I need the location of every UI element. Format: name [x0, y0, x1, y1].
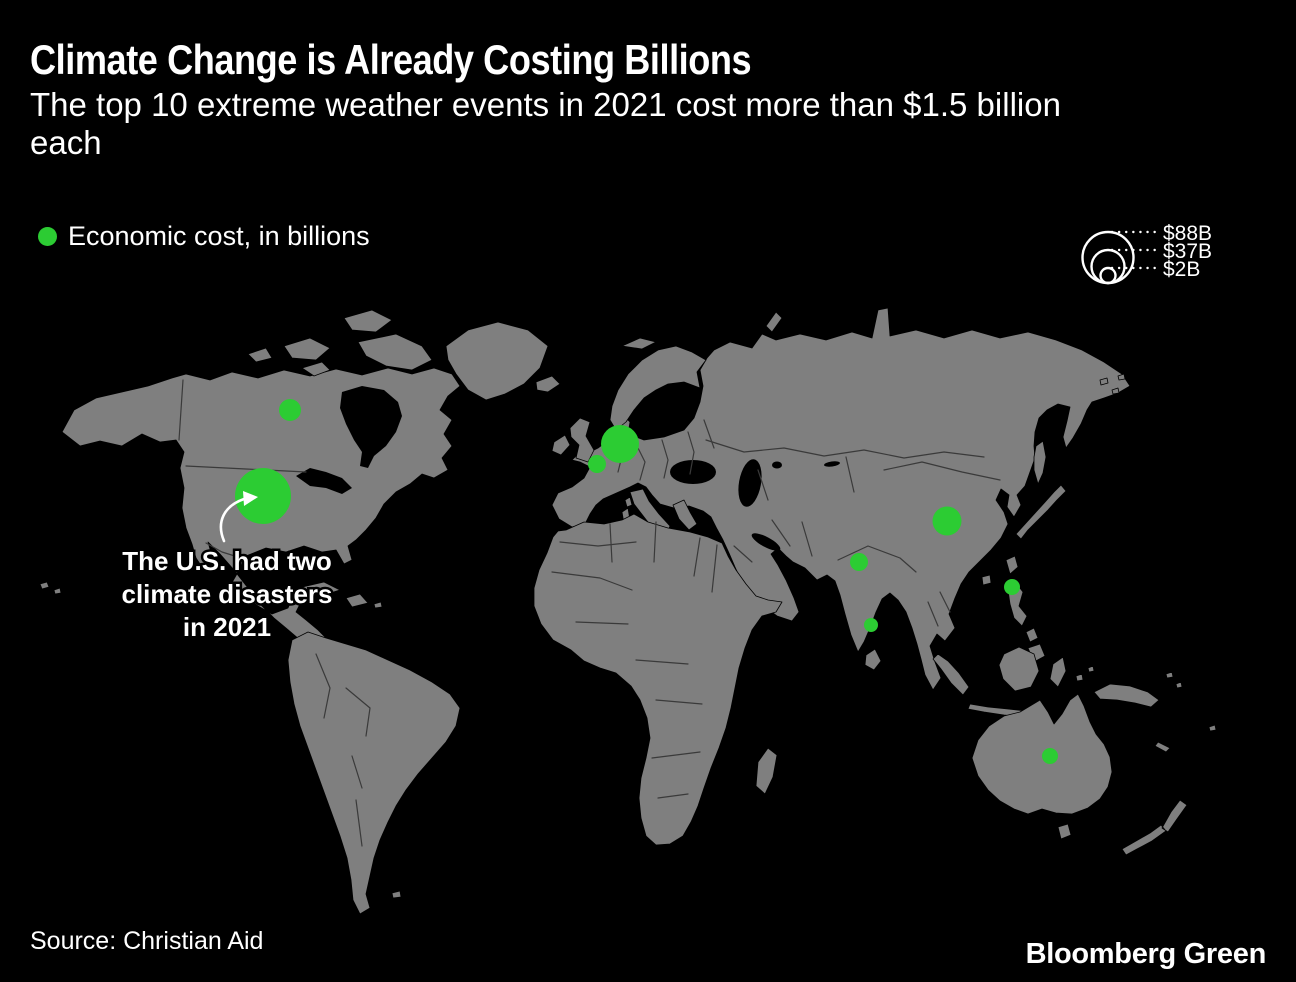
annotation: The U.S. had two climate disasters in 20…	[119, 491, 335, 645]
white-sea	[682, 385, 694, 397]
annotation-arrowhead-icon	[243, 491, 258, 506]
annotation-line2: climate disasters	[121, 579, 332, 609]
brand-logo: Bloomberg Green	[1025, 938, 1267, 970]
annotation-arrow-icon	[219, 497, 246, 543]
size-legend-label-2b: $2B	[1163, 258, 1200, 281]
bubble-australia	[1042, 748, 1058, 764]
size-legend-circle-88b	[1081, 230, 1135, 285]
continents	[39, 307, 1217, 915]
map-sri-lanka	[864, 648, 882, 671]
size-legend-circle-37b	[1090, 248, 1126, 285]
map-taiwan-hainan	[981, 555, 1019, 586]
chart-subtitle: The top 10 extreme weather events in 202…	[30, 86, 1061, 162]
map-hawaii	[39, 581, 62, 595]
map-indonesia	[932, 646, 1183, 718]
map-south-america	[287, 631, 461, 915]
baltic-sea	[636, 388, 664, 432]
bubble-central-europe	[601, 425, 639, 463]
bubble-canada	[279, 399, 301, 421]
map-caribbean	[297, 581, 383, 609]
map-arctic-islands	[247, 309, 433, 377]
bubble-france	[588, 455, 606, 473]
aral-sea	[772, 461, 782, 469]
legend-label: Economic cost, in billions	[68, 221, 370, 251]
bubble-united-states	[235, 468, 291, 524]
source-label: Source: Christian Aid	[30, 927, 264, 955]
map-scandinavia	[609, 345, 707, 431]
persian-gulf	[751, 533, 781, 551]
annotation-line1: The U.S. had two	[122, 546, 331, 576]
legend-dot-icon	[38, 227, 57, 246]
map-africa	[533, 513, 783, 846]
map-japan	[765, 311, 1126, 540]
inland-seas	[296, 385, 840, 551]
size-legend-label-37b: $37B	[1163, 240, 1212, 263]
size-legend-label-88b: $88B	[1163, 222, 1212, 245]
size-legend: $88B$37B$2B	[1081, 222, 1212, 285]
page-title: Climate Change is Already Costing Billio…	[30, 36, 752, 83]
map-madagascar	[755, 747, 778, 795]
annotation-line3: in 2021	[183, 612, 271, 642]
black-sea	[670, 460, 716, 484]
legend: Economic cost, in billions	[38, 221, 370, 252]
bubble-philippines	[1004, 579, 1020, 595]
lake-balkhash	[824, 461, 840, 467]
chart-subtitle-line1: The top 10 extreme weather events in 202…	[30, 86, 1061, 123]
map-australia	[971, 693, 1113, 840]
map-new-zealand	[1121, 724, 1217, 856]
bubble-india	[850, 553, 868, 571]
caspian-sea	[738, 459, 762, 507]
map-british-isles	[551, 417, 595, 463]
chart-subtitle-line2: each	[30, 124, 102, 161]
bubble-sri-lanka	[864, 618, 878, 632]
bubble-china	[932, 506, 962, 536]
map-greenland	[445, 321, 657, 401]
bubble-layer	[235, 399, 1058, 764]
country-borders	[178, 379, 1001, 847]
hudson-bay	[340, 386, 402, 468]
great-lakes	[296, 468, 352, 494]
size-legend-circle-2b	[1099, 266, 1117, 285]
